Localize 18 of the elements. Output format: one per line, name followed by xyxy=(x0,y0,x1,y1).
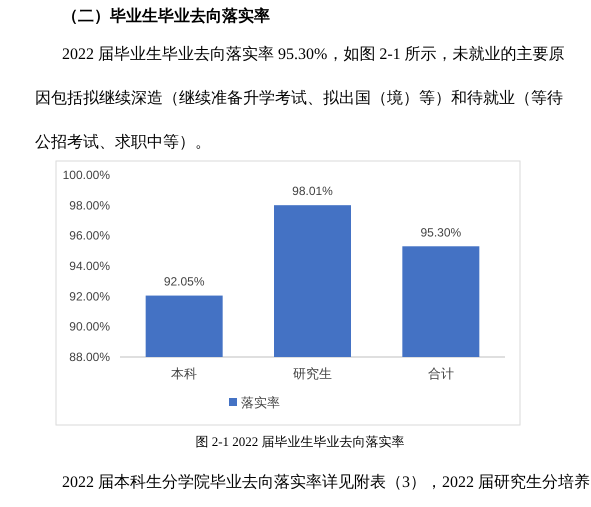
y-tick-label: 92.00% xyxy=(69,289,110,304)
y-tick-label: 88.00% xyxy=(69,350,110,364)
data-label: 98.01% xyxy=(292,184,334,198)
text: 2022 届本科生分学院毕业去向落实率详见附表（3），2022 届研究生分培养 xyxy=(61,472,591,493)
caption: 图 2-1 2022 届毕业生毕业去向落实率 xyxy=(194,433,406,451)
y-tick-label: 94.00% xyxy=(69,259,110,273)
y-tick-label: 98.00% xyxy=(69,198,110,212)
data-label: 95.30% xyxy=(420,225,462,240)
x-tick-label: 本科 xyxy=(171,366,198,381)
data-label: 92.05% xyxy=(164,274,205,289)
legend-label: 落实率 xyxy=(241,395,280,410)
chart-title: （二）毕业生毕业去向落实率 xyxy=(62,6,270,27)
x-tick-label: 研究生 xyxy=(293,366,332,381)
text: 2022 届毕业生毕业去向落实率 95.30%，如图 2-1 所示，未就业的主要原因包括拟继续深造（继续准备升学考试、拟出国（境）等）和待就业（等待公招考试、求职中等）。 xyxy=(35,46,565,151)
y-tick-label: 96.00% xyxy=(69,228,110,243)
y-tick-label: 100.00% xyxy=(62,168,110,182)
x-tick-label: 合计 xyxy=(428,366,454,381)
y-tick-label: 90.00% xyxy=(69,320,110,334)
